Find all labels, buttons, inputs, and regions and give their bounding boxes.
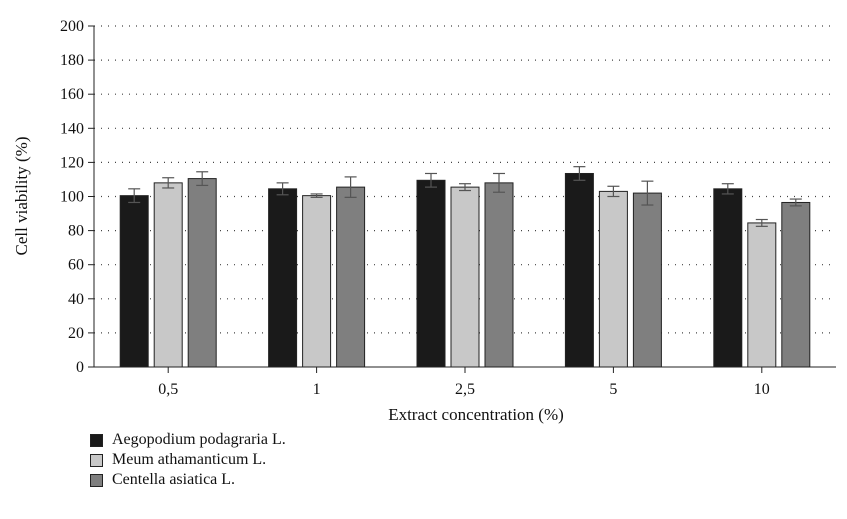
y-tick-label: 100 [60, 189, 84, 206]
y-tick-label: 140 [60, 120, 84, 137]
bar [450, 186, 480, 368]
legend-swatch [90, 453, 103, 467]
y-tick-labels: 0 20 40 60 80 100 120 140 160 180 200 [60, 18, 84, 376]
chart: 0 20 40 60 80 100 120 140 160 180 200 0,5 1 2,5 5 10 E… [12, 18, 836, 424]
legend-label: Aegopodium podagraria L. [112, 431, 286, 448]
bar [598, 190, 628, 368]
legend: Aegopodium podagraria L. Meum athamantic… [90, 430, 286, 490]
bar [153, 182, 183, 368]
x-tick-label: 0,5 [158, 381, 178, 398]
x-axis-title: Extract concentration (%) [388, 405, 564, 424]
bar [119, 195, 149, 368]
y-tick-label: 60 [68, 257, 84, 274]
legend-swatch [90, 473, 103, 487]
y-tick-label: 160 [60, 86, 84, 103]
bar [632, 192, 662, 368]
x-tick-label: 2,5 [455, 381, 475, 398]
y-axis-title: Cell viability (%) [12, 137, 31, 256]
bar [416, 179, 446, 368]
x-tick-label: 5 [609, 381, 617, 398]
y-tick-label: 180 [60, 52, 84, 69]
y-tick-label: 40 [68, 291, 84, 308]
x-tick-labels: 0,5 1 2,5 5 10 [158, 381, 770, 398]
bar [336, 186, 366, 368]
legend-label: Centella asiatica L. [112, 471, 236, 488]
bar [781, 201, 811, 368]
bar [564, 172, 594, 368]
bars [119, 172, 811, 368]
y-tick-label: 80 [68, 223, 84, 240]
error-bars [128, 166, 802, 227]
legend-label: Meum athamanticum L. [112, 451, 267, 468]
bar [268, 188, 298, 368]
axes [88, 25, 836, 373]
y-tick-label: 20 [68, 325, 84, 342]
bar [747, 222, 777, 368]
y-tick-label: 120 [60, 154, 84, 171]
bar [302, 195, 332, 368]
bar [713, 188, 743, 368]
y-tick-label: 200 [60, 18, 84, 35]
y-tick-label: 0 [76, 359, 84, 376]
legend-item: Centella asiatica L. [90, 470, 286, 490]
legend-item: Aegopodium podagraria L. [90, 430, 286, 450]
legend-swatch [90, 433, 103, 447]
x-tick-label: 1 [313, 381, 321, 398]
bar [484, 182, 514, 368]
bar [187, 178, 217, 368]
legend-item: Meum athamanticum L. [90, 450, 286, 470]
x-tick-label: 10 [754, 381, 770, 398]
